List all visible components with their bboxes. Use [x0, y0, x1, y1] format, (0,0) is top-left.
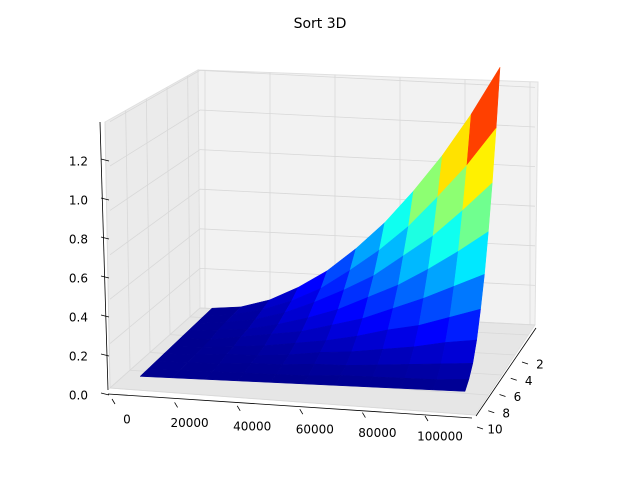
- x-tick-label: 40000: [233, 419, 271, 433]
- surface-cell: [345, 348, 384, 366]
- x-tick: [299, 408, 304, 415]
- z-tick-label: 0.4: [69, 311, 88, 325]
- surface-cell: [313, 351, 352, 366]
- y-tick: [499, 394, 506, 397]
- grid-line: [104, 121, 476, 416]
- x-tick-label: 60000: [296, 423, 334, 437]
- y-tick-label: 10: [487, 423, 502, 437]
- z-tick: [100, 158, 110, 162]
- z-tick-label: 0.0: [69, 389, 88, 403]
- grid-line: [109, 268, 201, 344]
- x-tick-label: 80000: [358, 426, 396, 440]
- grid-line: [109, 70, 201, 122]
- x-axis-line: [107, 393, 473, 419]
- grid-line: [109, 228, 201, 300]
- surface-cell: [404, 363, 442, 380]
- surface-cell: [372, 364, 410, 379]
- z-tick: [100, 392, 110, 396]
- z-tick: [100, 275, 110, 279]
- y-tick: [510, 377, 517, 381]
- surface-cell: [269, 374, 309, 385]
- z-axis-line: [99, 121, 109, 391]
- grid-line: [199, 70, 536, 88]
- z-tick-label: 1.2: [69, 155, 88, 169]
- x-tick: [111, 398, 116, 405]
- z-tick: [100, 314, 110, 318]
- surface-cell: [334, 375, 374, 388]
- surface-cell: [340, 364, 379, 378]
- surface-cell: [436, 363, 474, 380]
- x-tick: [236, 405, 241, 412]
- surface-cell: [275, 363, 315, 377]
- z-tick-label: 0.8: [69, 233, 88, 247]
- y-tick: [488, 410, 495, 414]
- chart-title: Sort 3D: [294, 16, 347, 32]
- z-tick-label: 1.0: [69, 194, 88, 208]
- surface-cell: [399, 377, 438, 391]
- grid-line: [109, 109, 201, 167]
- x-tick-label: 20000: [171, 416, 209, 430]
- surface-cell: [377, 346, 415, 366]
- y-tick-label: 4: [525, 374, 533, 388]
- y-tick-label: 2: [536, 358, 544, 372]
- surface-cell: [302, 375, 341, 386]
- surface-cell: [236, 372, 277, 383]
- x-tick-label: 100000: [417, 430, 463, 444]
- x-tick: [362, 412, 366, 418]
- z-tick-label: 0.2: [69, 350, 88, 364]
- surface-cell: [432, 378, 470, 392]
- x-tick: [424, 415, 429, 422]
- y-tick: [476, 426, 484, 430]
- y-tick-label: 6: [514, 390, 522, 404]
- surface-cell: [243, 363, 284, 375]
- grid-line: [109, 149, 201, 211]
- z-tick-label: 0.6: [69, 272, 88, 286]
- z-tick: [100, 236, 110, 240]
- grid-line: [109, 307, 201, 389]
- y-tick-label: 8: [502, 406, 510, 420]
- z-tick: [100, 197, 110, 201]
- surface: [139, 67, 501, 392]
- y-axis-line: [475, 327, 537, 417]
- surface-cell: [440, 339, 477, 365]
- x-tick: [174, 402, 178, 408]
- surface-cell: [308, 363, 347, 377]
- y-tick: [521, 361, 529, 365]
- z-tick: [100, 353, 110, 357]
- x-tick-label: 0: [123, 413, 131, 427]
- grid-line: [109, 188, 201, 256]
- surface-cell: [367, 376, 406, 389]
